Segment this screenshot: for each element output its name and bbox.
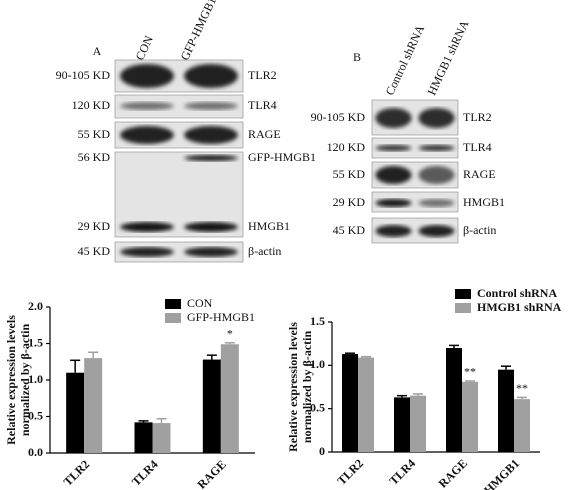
legend-label: Control shRNA <box>477 286 557 300</box>
blot-band <box>184 155 238 161</box>
blot-band <box>375 166 412 184</box>
size-label: 55 KD <box>333 167 366 181</box>
y-tick-label: 1.0 <box>28 372 43 386</box>
blot-band <box>375 225 412 237</box>
protein-label: HMGB1 <box>248 219 290 233</box>
legend-swatch <box>165 313 181 323</box>
y-axis-label: normalized by β-actin <box>300 331 314 444</box>
y-tick-label: 1.5 <box>310 314 325 328</box>
bar <box>134 422 153 453</box>
x-tick-label: RAGE <box>194 457 228 490</box>
panel-letter: A <box>93 44 102 58</box>
size-label: 56 KD <box>78 150 111 164</box>
x-tick-label: HMGB1 <box>481 456 522 490</box>
y-tick-label: 1.0 <box>310 357 325 371</box>
legend-swatch <box>455 303 471 313</box>
bar <box>66 372 85 453</box>
x-tick-label: TLR2 <box>61 457 93 489</box>
size-label: 55 KD <box>78 127 111 141</box>
panel-letter: B <box>353 50 361 64</box>
legend-swatch <box>455 289 471 299</box>
blot-band <box>184 102 238 110</box>
blot-band <box>184 247 238 257</box>
blot-band <box>120 247 174 257</box>
size-label: 45 KD <box>78 244 111 258</box>
legend-label: GFP-HMGB1 <box>187 310 255 324</box>
annotation: * <box>227 327 233 341</box>
size-label: 90-105 KD <box>56 68 111 82</box>
legend-swatch <box>165 299 181 309</box>
blot-band <box>184 64 238 88</box>
bar <box>514 399 530 452</box>
protein-label: HMGB1 <box>463 195 505 209</box>
bar <box>462 381 478 452</box>
blot-band <box>418 145 455 151</box>
blot-band <box>184 126 238 144</box>
blot-band <box>120 102 174 110</box>
protein-label: TLR4 <box>248 98 277 112</box>
x-tick-label: TLR2 <box>334 456 366 488</box>
blot-band <box>120 64 174 88</box>
blot-band <box>120 126 174 144</box>
bar <box>220 344 239 453</box>
bar <box>202 359 221 453</box>
bar <box>342 354 358 452</box>
protein-label: RAGE <box>248 127 281 141</box>
size-label: 29 KD <box>333 195 366 209</box>
bar <box>84 358 103 453</box>
y-tick-label: 1.5 <box>28 335 43 349</box>
y-tick-label: 2.0 <box>28 299 43 313</box>
y-tick-label: 0.5 <box>310 400 325 414</box>
protein-label: β-actin <box>248 244 281 258</box>
size-label: 29 KD <box>78 219 111 233</box>
bar <box>394 397 410 452</box>
x-tick-label: TLR4 <box>129 457 161 489</box>
x-tick-label: TLR4 <box>386 456 418 488</box>
blot-band <box>184 222 238 232</box>
bar <box>498 369 514 452</box>
y-tick-label: 0.5 <box>28 408 43 422</box>
blot-band <box>418 199 455 207</box>
blot-box <box>371 137 459 159</box>
lane-label: HMGB1 shRNA <box>425 18 472 98</box>
lane-label: CON <box>133 33 157 62</box>
bar <box>410 395 426 452</box>
y-axis-label: Relative expression levels <box>286 322 300 452</box>
bar <box>152 423 171 453</box>
protein-label: TLR2 <box>248 68 277 82</box>
y-axis-label: normalized by β-actin <box>18 324 32 437</box>
legend-label: HMGB1 shRNA <box>477 300 562 314</box>
size-label: 45 KD <box>333 223 366 237</box>
y-axis-label: Relative expression levels <box>4 315 18 445</box>
protein-label: TLR2 <box>463 110 492 124</box>
protein-label: β-actin <box>463 223 496 237</box>
annotation: ** <box>464 365 476 379</box>
bar <box>446 348 462 452</box>
blot-box <box>114 94 244 119</box>
size-label: 90-105 KD <box>311 110 366 124</box>
protein-label: GFP-HMGB1 <box>248 150 316 164</box>
blot-band <box>375 199 412 207</box>
size-label: 120 KD <box>72 98 111 112</box>
y-tick-label: 0.0 <box>28 445 43 459</box>
x-tick-label: RAGE <box>436 456 470 490</box>
legend-label: CON <box>187 296 213 310</box>
annotation: ** <box>516 381 528 395</box>
protein-label: RAGE <box>463 167 496 181</box>
lane-label: Control shRNA <box>383 23 428 98</box>
size-label: 120 KD <box>327 140 366 154</box>
blot-band <box>418 108 455 128</box>
protein-label: TLR4 <box>463 140 492 154</box>
lane-label: GFP-HMGB1 <box>178 0 219 62</box>
blot-band <box>375 145 412 151</box>
blot-band <box>418 225 455 237</box>
y-tick-label: 0 <box>319 444 325 458</box>
blot-band <box>120 222 174 232</box>
bar <box>358 357 374 452</box>
blot-band <box>375 108 412 128</box>
blot-band <box>418 166 455 184</box>
